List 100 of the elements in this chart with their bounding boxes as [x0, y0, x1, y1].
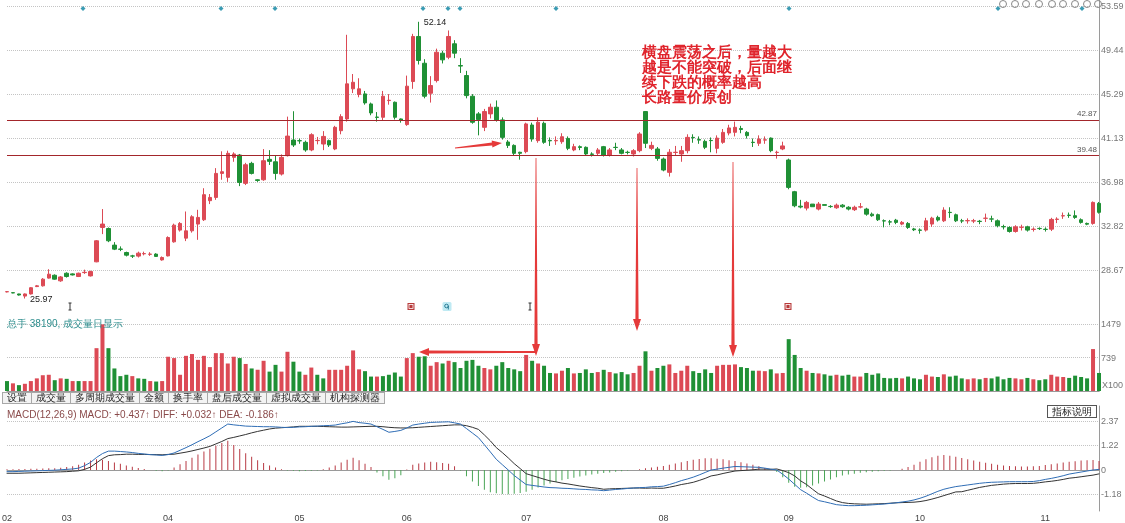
- candlestick: [220, 150, 224, 181]
- bar: [52, 380, 57, 391]
- candlestick: [351, 73, 355, 94]
- candlestick: [763, 135, 767, 145]
- bar: [798, 368, 803, 391]
- x-tick-label: 10: [914, 512, 925, 523]
- candlestick: [709, 136, 713, 153]
- text: 设置: [2, 392, 32, 404]
- bar: [894, 377, 899, 391]
- bar: [613, 373, 618, 391]
- bar: [941, 374, 946, 391]
- bar: [249, 368, 254, 391]
- y-tick-label: 45.29: [1101, 89, 1124, 100]
- bar: [482, 368, 487, 391]
- bar: [16, 385, 21, 391]
- candlestick: [399, 117, 403, 124]
- bar: [446, 360, 451, 391]
- bar: [124, 374, 129, 391]
- bar: [559, 370, 564, 391]
- candlestick: [190, 214, 194, 234]
- candlestick: [924, 217, 928, 233]
- candlestick: [888, 219, 892, 226]
- bar: [619, 372, 624, 391]
- bar: [906, 376, 911, 391]
- y-tick-label: 49.44: [1101, 45, 1124, 56]
- candlestick: [739, 125, 743, 134]
- candlestick: [249, 161, 254, 175]
- candlestick: [798, 199, 803, 209]
- bar: [595, 372, 600, 391]
- bar: [1067, 377, 1072, 391]
- bar: [184, 355, 189, 391]
- bar: [297, 371, 302, 391]
- candlestick: [578, 144, 582, 151]
- bar: [762, 371, 767, 391]
- bar: [315, 374, 320, 391]
- bar: [34, 378, 39, 391]
- bar: [380, 376, 385, 391]
- candlestick: [1061, 212, 1065, 220]
- x-tick-label: 07: [521, 512, 532, 523]
- candlestick: [918, 227, 922, 235]
- bar: [70, 381, 75, 391]
- bar: [577, 372, 582, 391]
- bar: [160, 381, 165, 391]
- text: 虚拟成交量: [266, 392, 326, 404]
- y-tick-label: 36.98: [1101, 177, 1124, 188]
- candlestick: [1037, 226, 1042, 231]
- bar: [5, 381, 9, 391]
- bar: [392, 372, 397, 391]
- bar: [231, 356, 236, 391]
- candlestick: [1007, 225, 1012, 234]
- bar: [1049, 374, 1054, 391]
- bar: [565, 368, 570, 391]
- bar: [500, 362, 505, 391]
- bar: [935, 377, 940, 391]
- bar: [130, 376, 135, 391]
- candlestick: [452, 39, 457, 59]
- candlestick: [518, 151, 522, 161]
- bar: [601, 369, 606, 391]
- candlestick: [1031, 226, 1036, 233]
- candlestick: [76, 272, 81, 278]
- bar: [351, 350, 356, 391]
- bar: [983, 377, 988, 391]
- candlestick: [906, 221, 910, 230]
- bar: [1013, 378, 1018, 391]
- text: 换手率: [168, 392, 208, 404]
- candlestick: [643, 110, 648, 149]
- candlestick: [393, 101, 397, 120]
- candlestick: [214, 167, 218, 201]
- bar: [589, 372, 594, 391]
- candlestick: [703, 139, 707, 150]
- y-tick-label: 32.82: [1101, 221, 1124, 232]
- bar: [727, 364, 732, 391]
- text: 多周期成交量: [70, 392, 140, 404]
- bar: [285, 351, 290, 391]
- candlestick: [834, 203, 839, 210]
- bar: [1091, 349, 1096, 391]
- candlestick: [106, 226, 111, 243]
- candlestick: [524, 122, 528, 154]
- chart-title: MACD(12,26,9) MACD: +0.437↑ DIFF: +0.032↑ DEA: -0.186↑: [7, 408, 279, 420]
- candlestick: [422, 58, 427, 99]
- candlestick: [900, 220, 904, 226]
- candlestick: [536, 116, 540, 144]
- bar: [172, 358, 177, 391]
- candlestick: [434, 48, 439, 83]
- annotation: 指标说明: [1047, 405, 1097, 418]
- bar: [22, 383, 27, 391]
- candlestick: [29, 286, 33, 295]
- bar: [959, 378, 964, 391]
- bar: [631, 372, 636, 391]
- annotation: 25.97: [29, 293, 53, 304]
- bar: [548, 372, 553, 391]
- bar: [279, 371, 284, 391]
- candlestick: [816, 201, 821, 211]
- text: 盘后成交量: [207, 392, 267, 404]
- y-tick-label: -1.18: [1101, 489, 1122, 500]
- bar: [1079, 377, 1084, 391]
- bar: [428, 365, 433, 391]
- candlestick: [948, 206, 952, 219]
- candlestick: [572, 143, 576, 152]
- bar: [870, 374, 875, 391]
